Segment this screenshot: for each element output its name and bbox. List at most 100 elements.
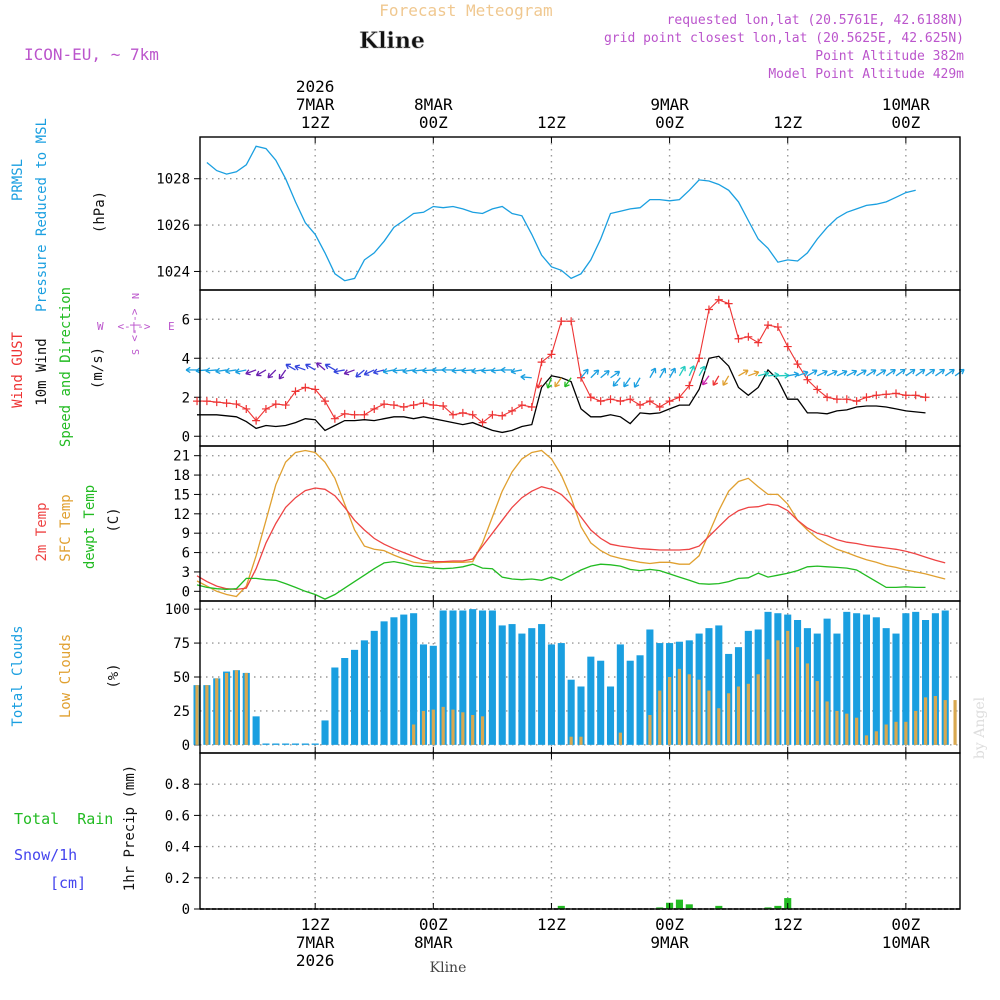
snow-unit-label: [cm] <box>50 874 86 892</box>
gust-marker <box>242 404 251 413</box>
pressure-label-long: Pressure Reduced to MSL <box>34 118 50 312</box>
rain-bar <box>675 899 683 909</box>
wind-direction-arrow <box>245 369 257 376</box>
total-cloud-bar <box>931 613 939 745</box>
low-cloud-bar <box>933 696 937 745</box>
ytick-label: 0.2 <box>165 871 190 887</box>
sfc-temp-line <box>196 449 946 598</box>
gust-marker <box>685 381 694 390</box>
wind-unit: (m/s) <box>90 347 106 389</box>
gust-marker <box>419 399 428 408</box>
arrow-head <box>689 365 696 371</box>
clouds-unit: (%) <box>106 663 122 688</box>
arrow-shaft <box>481 369 493 372</box>
arrow-shaft <box>590 369 600 379</box>
arrow-head <box>294 364 301 371</box>
total-cloud-bar <box>291 743 300 745</box>
ytick-label: 100 <box>165 602 190 618</box>
arrow-shaft <box>451 369 463 372</box>
arrow-head <box>471 367 477 375</box>
arrow-head <box>402 367 408 375</box>
gust-marker <box>557 317 566 326</box>
total-cloud-bar <box>262 743 270 745</box>
clouds-panel: 0 25 50 75 100 <box>165 600 961 754</box>
footer-station: Kline <box>430 960 467 976</box>
arrow-shaft <box>610 370 620 379</box>
total-cloud-bar <box>351 649 359 745</box>
gust-marker <box>321 397 330 406</box>
arrow-shaft <box>235 369 247 373</box>
gust-marker <box>921 393 930 402</box>
total-cloud-bar <box>597 660 605 745</box>
wind-direction-arrow <box>294 364 306 371</box>
wind-direction-arrow <box>875 369 887 377</box>
ytick-label: 0.8 <box>165 777 190 793</box>
rain-bar <box>656 907 664 909</box>
low-cloud-bar <box>648 715 652 745</box>
gust-marker <box>665 397 674 406</box>
total-cloud-bar <box>331 667 339 745</box>
low-cloud-bar <box>815 681 819 745</box>
rain-bar <box>685 904 693 909</box>
compass-east: E <box>168 320 175 333</box>
model-altitude: Model Point Altitude 429m <box>768 67 964 82</box>
arrow-head <box>441 366 447 374</box>
arrow-shaft <box>285 363 296 371</box>
arrow-shaft <box>612 377 621 387</box>
gust-marker <box>862 393 871 402</box>
gust-marker <box>567 317 576 326</box>
model-label: ICON-EU, ~ 7km <box>24 45 159 64</box>
arrow-shaft <box>278 369 287 380</box>
wind-direction-arrow <box>649 367 657 379</box>
arrow-head <box>185 366 191 374</box>
time-label-top: 8MAR <box>414 95 453 114</box>
low-cloud-bar <box>835 710 839 745</box>
wind-direction-arrow <box>678 365 686 377</box>
gust-marker <box>380 400 389 409</box>
total-cloud-bar <box>400 614 408 745</box>
gust-marker <box>626 395 635 404</box>
low-cloud-bar <box>727 693 731 745</box>
dewpt-label: dewpt Temp <box>82 485 98 569</box>
precip-unit: 1hr Precip (mm) <box>122 765 138 891</box>
arrow-shaft <box>935 368 945 377</box>
arrow-shaft <box>797 371 809 377</box>
arrow-shaft <box>344 369 355 375</box>
wind-direction-arrow <box>431 366 444 374</box>
wind-direction-arrow <box>807 369 818 377</box>
arrow-head <box>500 366 506 374</box>
total-cloud-bar <box>419 644 428 745</box>
wind-direction-arrow <box>925 368 936 377</box>
wind-direction-arrow <box>305 363 316 371</box>
temperature-panel: 0 3 6 9 12 15 18 21 <box>173 445 961 602</box>
arrow-shaft <box>816 370 828 377</box>
temp-unit: (C) <box>106 507 122 532</box>
arrow-shaft <box>659 367 666 379</box>
gust-marker <box>695 354 704 363</box>
wind-direction-arrow <box>235 368 247 375</box>
gust-marker <box>704 305 713 314</box>
ytick-label: 6 <box>182 312 190 328</box>
low-cloud-bar <box>746 683 750 745</box>
arrow-shaft <box>633 377 641 388</box>
wind-direction-arrow <box>520 373 532 381</box>
wind-direction-arrow <box>372 368 385 375</box>
ytick-label: 0 <box>182 902 190 918</box>
low-cloud-bar <box>451 709 455 745</box>
gust-marker <box>212 398 221 407</box>
arrow-head <box>623 381 629 388</box>
wind-direction-arrow <box>324 363 336 371</box>
low-cloud-bar <box>776 640 780 745</box>
pressure-unit: (hPa) <box>92 191 108 233</box>
arrow-head <box>660 367 667 374</box>
total-cloud-bar <box>567 679 575 745</box>
low-cloud-bar <box>953 700 957 745</box>
gust-marker <box>399 403 408 411</box>
arrow-head <box>451 367 457 374</box>
arrow-shaft <box>712 375 720 386</box>
wind-direction-arrow <box>278 369 287 380</box>
wind-direction-arrow <box>816 369 828 377</box>
arrow-shaft <box>554 377 562 388</box>
station-name: Kline <box>359 28 425 54</box>
total-cloud-bar <box>272 743 280 745</box>
